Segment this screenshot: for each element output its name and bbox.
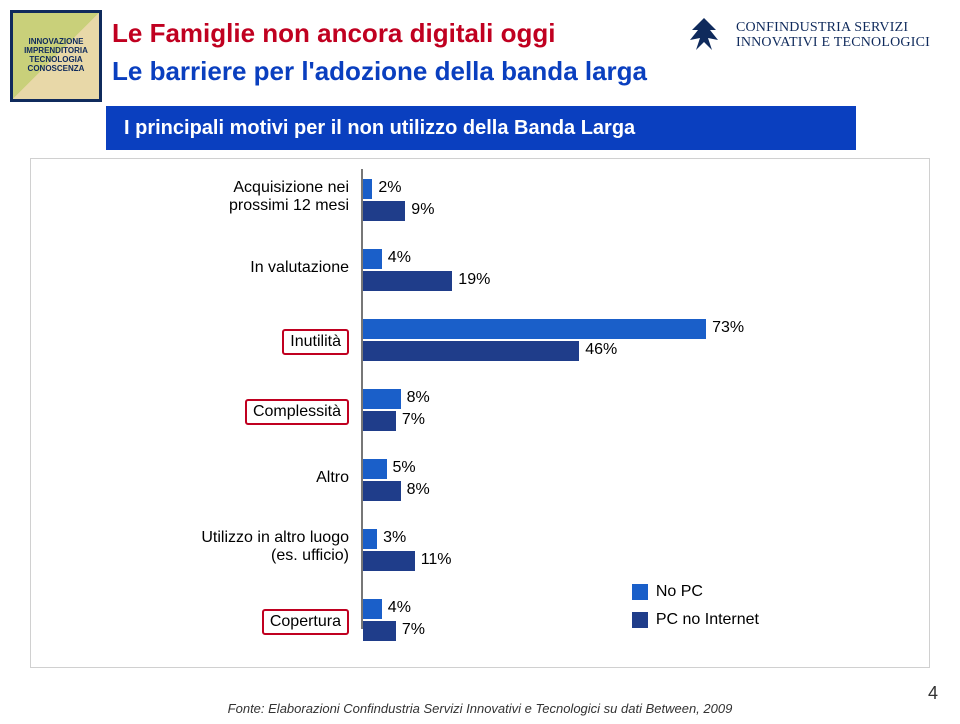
subtitle-band: I principali motivi per il non utilizzo …	[106, 106, 856, 150]
bar	[363, 621, 396, 641]
bar-value: 19%	[458, 271, 490, 289]
legend-swatch-0	[632, 584, 648, 600]
bar-value: 4%	[388, 249, 411, 267]
bar	[363, 201, 405, 221]
bar-value: 11%	[421, 551, 452, 569]
bar	[363, 481, 401, 501]
category-label: Altro	[316, 469, 349, 487]
slide-page: INNOVAZIONE IMPRENDITORIA TECNOLOGIA CON…	[0, 0, 960, 724]
top-left-badge: INNOVAZIONE IMPRENDITORIA TECNOLOGIA CON…	[10, 10, 102, 102]
slide-title-line2: Le barriere per l'adozione della banda l…	[112, 56, 647, 87]
bar	[363, 271, 452, 291]
logo-block: CONFINDUSTRIA SERVIZI INNOVATIVI E TECNO…	[682, 14, 930, 58]
bar	[363, 179, 372, 199]
bar	[363, 599, 382, 619]
category-label: In valutazione	[250, 259, 349, 277]
bar-value: 8%	[407, 481, 430, 499]
chart-row: Copertura 4% 7%	[31, 599, 929, 641]
chart-row: Complessità 8% 7%	[31, 389, 929, 431]
category-label: Complessità	[245, 399, 349, 425]
bar	[363, 459, 387, 479]
bar-value: 2%	[378, 179, 401, 197]
category-label: Acquisizione neiprossimi 12 mesi	[229, 179, 349, 216]
bar-chart: No PC PC no Internet Acquisizione neipro…	[30, 158, 930, 668]
source-caption: Fonte: Elaborazioni Confindustria Serviz…	[0, 701, 960, 716]
bar-value: 73%	[712, 319, 744, 337]
bar-value: 7%	[402, 621, 425, 639]
bar-value: 5%	[393, 459, 416, 477]
bar	[363, 249, 382, 269]
confindustria-eagle-icon	[682, 14, 726, 58]
bar	[363, 529, 377, 549]
chart-row: Altro 5% 8%	[31, 459, 929, 501]
bar-value: 46%	[585, 341, 617, 359]
logo-text-line2: INNOVATIVI E TECNOLOGICI	[736, 36, 930, 51]
logo-text-line1: CONFINDUSTRIA SERVIZI	[736, 21, 930, 36]
chart-row: Acquisizione neiprossimi 12 mesi 2% 9%	[31, 179, 929, 221]
bar-value: 9%	[411, 201, 434, 219]
chart-row: Utilizzo in altro luogo(es. ufficio) 3% 11…	[31, 529, 929, 571]
logo-text: CONFINDUSTRIA SERVIZI INNOVATIVI E TECNO…	[736, 21, 930, 50]
bar-value: 3%	[383, 529, 406, 547]
category-label: Inutilità	[282, 329, 349, 355]
slide-title-line1: Le Famiglie non ancora digitali oggi	[112, 18, 556, 49]
chart-row: Inutilità 73% 46%	[31, 319, 929, 361]
bar	[363, 319, 706, 339]
bar	[363, 341, 579, 361]
chart-plot-area: No PC PC no Internet Acquisizione neipro…	[31, 159, 929, 667]
bar	[363, 551, 415, 571]
bar-value: 8%	[407, 389, 430, 407]
category-label: Copertura	[262, 609, 349, 635]
bar	[363, 411, 396, 431]
page-number: 4	[928, 683, 938, 704]
category-label: Utilizzo in altro luogo(es. ufficio)	[201, 529, 349, 566]
bar-value: 7%	[402, 411, 425, 429]
chart-row: In valutazione 4% 19%	[31, 249, 929, 291]
bar	[363, 389, 401, 409]
bar-value: 4%	[388, 599, 411, 617]
